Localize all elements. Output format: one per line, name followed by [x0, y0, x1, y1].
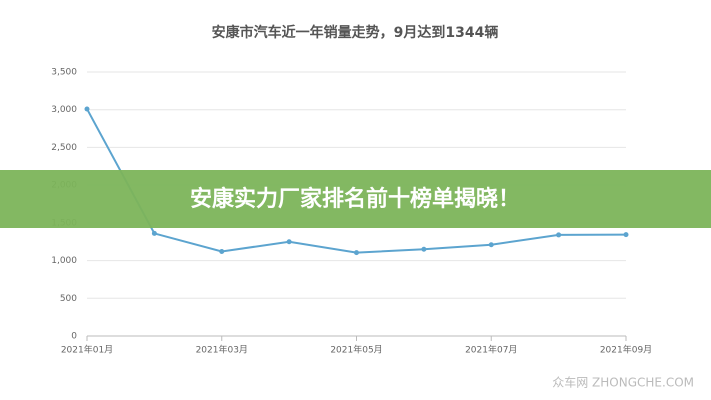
point [354, 250, 359, 256]
point [84, 106, 90, 112]
x-tick-label: 2021年03月 [196, 344, 248, 356]
point [286, 239, 292, 245]
watermark: 众车网 ZHONGCHE.COM [552, 375, 694, 390]
x-tick-label: 2021年01月 [61, 344, 113, 356]
banner-band [0, 170, 711, 228]
y-tick-label: 3,500 [51, 68, 77, 78]
x-tick-label: 2021年07月 [465, 344, 517, 356]
x-tick-label: 2021年05月 [330, 344, 382, 356]
banner-text: 安康实力厂家排名前十榜单揭晓！ [190, 186, 520, 212]
chart-title: 安康市汽车近一年销量走势，9月达到1344辆 [212, 24, 499, 41]
point [219, 249, 225, 255]
y-tick-label: 3,000 [51, 105, 77, 115]
point [556, 232, 562, 238]
x-tick-label: 2021年09月 [600, 344, 652, 356]
point [151, 230, 157, 236]
y-tick-label: 500 [60, 294, 77, 304]
point [623, 232, 629, 238]
y-tick-label: 1,000 [51, 256, 77, 266]
point [488, 242, 494, 248]
plot: 05001,0001,5002,0002,5003,0003,5002021年0… [51, 68, 652, 356]
y-tick-label: 2,500 [51, 143, 77, 153]
y-tick-label: 0 [71, 332, 77, 342]
point [421, 246, 427, 252]
